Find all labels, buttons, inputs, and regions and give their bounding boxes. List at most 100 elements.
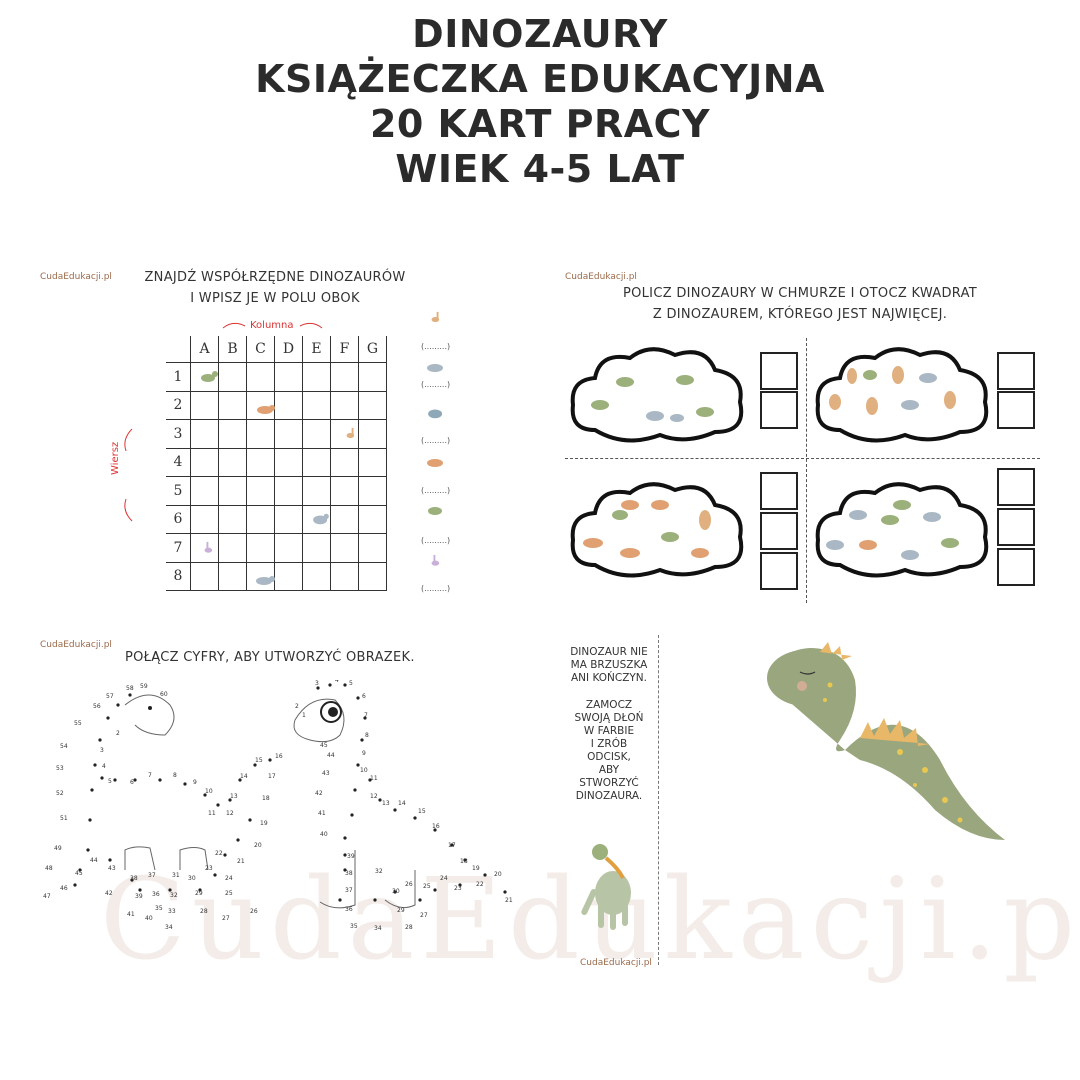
- svg-text:14: 14: [240, 773, 248, 780]
- answer-box[interactable]: [760, 552, 798, 590]
- dino-icon: [313, 513, 329, 525]
- svg-text:36: 36: [345, 906, 353, 913]
- col-header: C: [246, 336, 275, 363]
- cloud-2: [815, 347, 989, 443]
- svg-text:42: 42: [105, 890, 113, 897]
- answer-blank[interactable]: (.........): [421, 342, 451, 351]
- svg-text:18: 18: [262, 795, 270, 802]
- svg-text:43: 43: [108, 865, 116, 872]
- brand-label-card2: CudaEdukacji.pl: [565, 272, 637, 282]
- kolumna-arrows: [222, 322, 323, 329]
- title-line-4: WIEK 4-5 LAT: [395, 147, 685, 191]
- brand-label-card4: CudaEdukacji.pl: [580, 958, 652, 968]
- dino-icon: [431, 554, 440, 566]
- answer-box[interactable]: [760, 391, 798, 429]
- dino-icon: [201, 371, 218, 382]
- svg-text:20: 20: [494, 871, 502, 878]
- row-header: 5: [166, 476, 191, 506]
- svg-text:52: 52: [56, 790, 64, 797]
- card4-line: ANI KOŃCZYN.: [570, 672, 648, 684]
- svg-text:55: 55: [74, 720, 82, 727]
- svg-text:54: 54: [60, 743, 68, 750]
- divider-vertical: [806, 338, 807, 603]
- answer-box[interactable]: [760, 472, 798, 510]
- svg-text:26: 26: [250, 908, 258, 915]
- answer-box[interactable]: [997, 352, 1035, 390]
- svg-text:13: 13: [382, 800, 390, 807]
- svg-text:28: 28: [405, 924, 413, 930]
- answer-box[interactable]: [760, 352, 798, 390]
- svg-text:9: 9: [362, 750, 366, 757]
- dino-icon: [257, 405, 275, 414]
- svg-text:6: 6: [130, 779, 134, 786]
- card4-line: ZAMOCZ: [585, 699, 633, 711]
- title-line-1: DINOZAURY: [412, 12, 668, 56]
- col-header: D: [274, 336, 303, 363]
- svg-text:1: 1: [302, 712, 306, 719]
- answer-blank[interactable]: (.........): [421, 380, 451, 389]
- svg-text:49: 49: [54, 845, 62, 852]
- row-header: 1: [166, 362, 191, 392]
- svg-text:23: 23: [205, 865, 213, 872]
- svg-text:3: 3: [315, 680, 319, 687]
- cloud-4: [815, 482, 989, 578]
- svg-text:38: 38: [130, 875, 138, 882]
- svg-text:11: 11: [208, 810, 216, 817]
- dino-icon: [428, 507, 442, 515]
- svg-text:53: 53: [56, 765, 64, 772]
- answer-box[interactable]: [997, 508, 1035, 546]
- svg-text:19: 19: [260, 820, 268, 827]
- svg-text:28: 28: [200, 908, 208, 915]
- svg-text:45: 45: [75, 870, 83, 877]
- brand-label-card3: CudaEdukacji.pl: [40, 640, 112, 650]
- svg-text:18: 18: [460, 858, 468, 865]
- svg-text:15: 15: [418, 808, 426, 815]
- answer-box[interactable]: [997, 548, 1035, 586]
- svg-text:13: 13: [230, 793, 238, 800]
- svg-text:11: 11: [370, 775, 378, 782]
- svg-text:56: 56: [93, 703, 101, 710]
- svg-text:23: 23: [454, 885, 462, 892]
- svg-text:22: 22: [476, 881, 484, 888]
- svg-text:12: 12: [226, 810, 234, 817]
- svg-text:44: 44: [90, 857, 98, 864]
- svg-text:45: 45: [320, 742, 328, 749]
- card2-instruction-line1: POLICZ DINOZAURY W CHMURZE I OTOCZ KWADR…: [622, 286, 978, 301]
- svg-text:24: 24: [440, 875, 448, 882]
- answer-box[interactable]: [760, 512, 798, 550]
- svg-text:59: 59: [140, 683, 148, 690]
- card2-instruction: POLICZ DINOZAURY W CHMURZE I OTOCZ KWADR…: [600, 286, 1000, 322]
- svg-text:7: 7: [364, 712, 368, 719]
- answer-blank[interactable]: (.........): [421, 584, 451, 593]
- svg-text:10: 10: [360, 767, 368, 774]
- svg-text:7: 7: [148, 772, 152, 779]
- row-header: 8: [166, 561, 191, 591]
- answer-box[interactable]: [997, 391, 1035, 429]
- card4-line: DINOZAURA.: [575, 790, 643, 802]
- svg-text:31: 31: [172, 872, 180, 879]
- wiersz-arrows: [124, 428, 133, 522]
- col-header: G: [358, 336, 387, 363]
- svg-text:25: 25: [423, 883, 431, 890]
- card4-line: ODCISK,: [587, 751, 631, 763]
- svg-text:58: 58: [126, 685, 134, 692]
- svg-text:19: 19: [472, 865, 480, 872]
- answer-blank[interactable]: (.........): [421, 436, 451, 445]
- svg-text:32: 32: [170, 892, 178, 899]
- divider-horizontal: [565, 458, 1040, 459]
- svg-text:21: 21: [237, 858, 245, 865]
- svg-text:32: 32: [375, 868, 383, 875]
- row-header: 4: [166, 447, 191, 477]
- svg-text:34: 34: [374, 925, 382, 930]
- card4-line: DINOZAUR NIE: [570, 646, 648, 658]
- coordinate-grid: A B C D E F G 1 2 3 4 5 6 7 8: [166, 336, 387, 591]
- answer-blank[interactable]: (.........): [421, 486, 451, 495]
- svg-text:3: 3: [100, 747, 104, 754]
- card1-instruction-line1: ZNAJDŹ WSPÓŁRZĘDNE DINOZAURÓW: [144, 270, 406, 285]
- divider-vertical-card4: [658, 635, 659, 965]
- svg-text:16: 16: [432, 823, 440, 830]
- answer-blank[interactable]: (.........): [421, 536, 451, 545]
- svg-text:9: 9: [193, 779, 197, 786]
- svg-text:10: 10: [205, 788, 213, 795]
- answer-box[interactable]: [997, 468, 1035, 506]
